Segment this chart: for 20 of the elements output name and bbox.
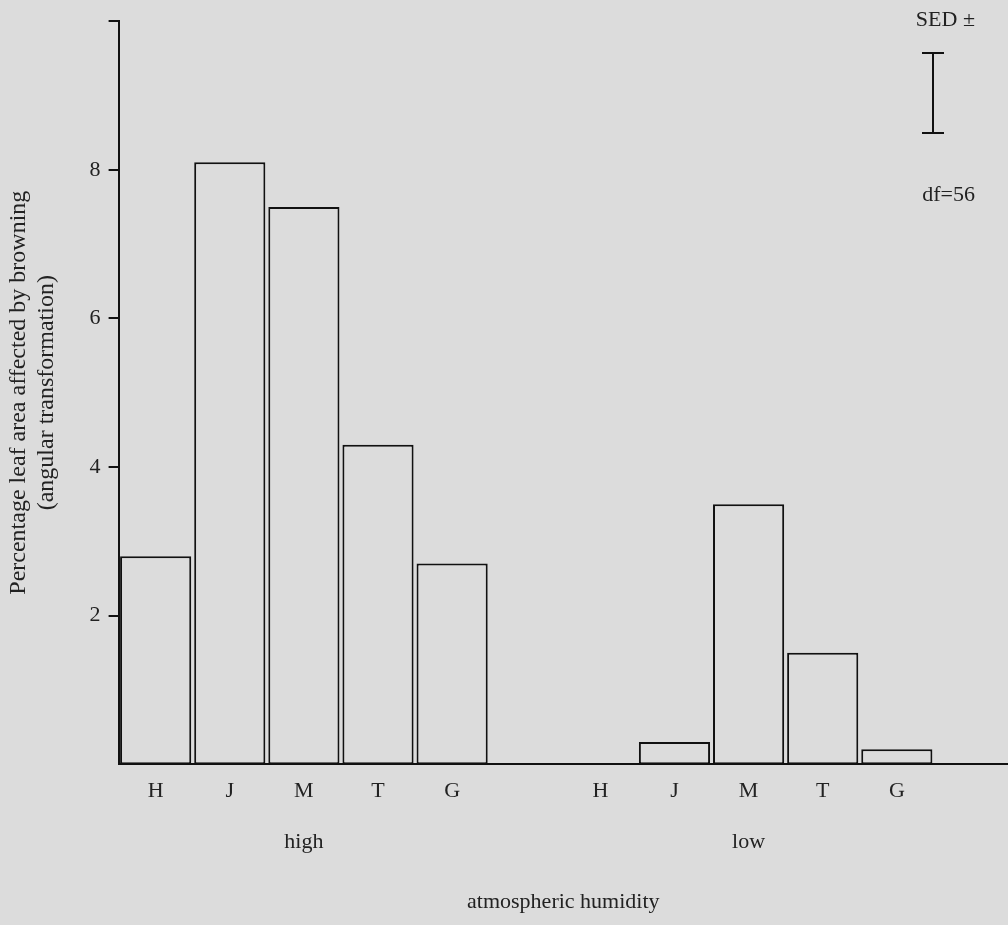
x-tick-label: G — [888, 777, 905, 803]
x-tick-label: T — [371, 777, 386, 803]
annotation: df=56 — [922, 180, 975, 206]
y-axis-title: Percentage leaf area affected by browning (angular transformation) — [3, 190, 59, 595]
x-tick-label: G — [444, 777, 461, 803]
y-tick-label: 4 — [89, 452, 101, 478]
y-tick-label: 2 — [89, 601, 101, 627]
x-tick-label: J — [670, 777, 680, 803]
x-tick-label: H — [592, 777, 609, 803]
text: low — [732, 827, 766, 853]
annotation: SED ± — [915, 5, 975, 31]
x-tick-label: M — [294, 777, 314, 803]
x-axis-title: atmospheric humidity — [467, 887, 660, 913]
x-tick-label: T — [815, 777, 830, 803]
y-tick-label: 6 — [89, 304, 101, 330]
x-tick-label: M — [738, 777, 759, 803]
y-tick-label: 8 — [89, 155, 101, 181]
x-tick-label: J — [225, 777, 235, 803]
text: high — [284, 827, 324, 853]
x-tick-label: H — [147, 777, 164, 803]
